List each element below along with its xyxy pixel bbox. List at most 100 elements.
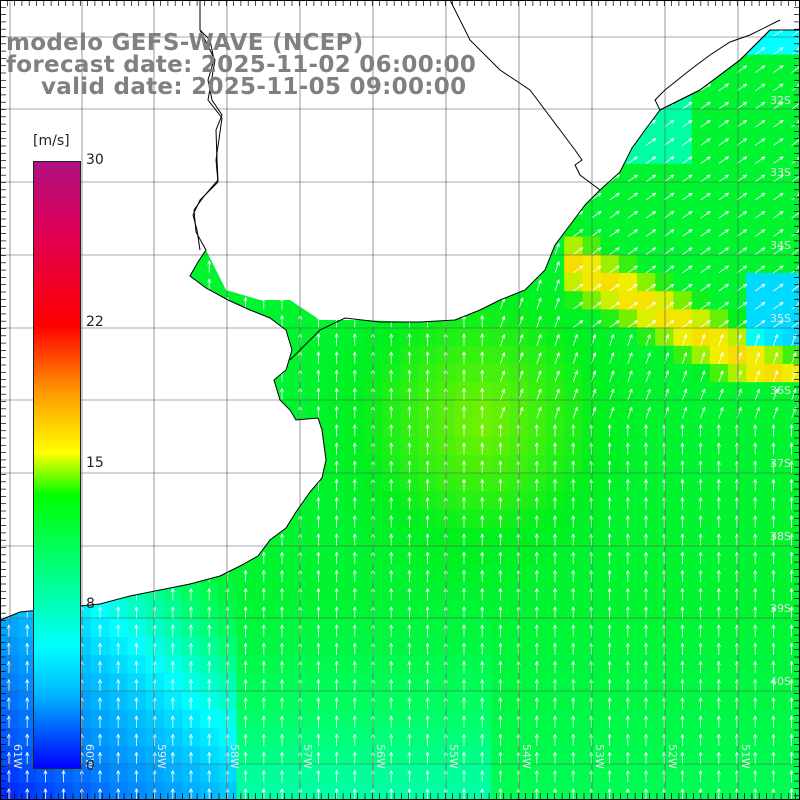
- wind-arrow: [716, 752, 721, 765]
- wind-arrow: [207, 770, 212, 783]
- lon-label: 54W: [520, 744, 533, 769]
- wind-arrow: [280, 442, 284, 455]
- wind-cell: [91, 564, 110, 583]
- wind-arrow: [261, 588, 266, 601]
- wind-arrow: [716, 442, 721, 455]
- wind-arrow: [609, 47, 620, 55]
- wind-arrow: [754, 406, 760, 419]
- wind-arrow: [736, 320, 748, 328]
- wind-cell: [455, 236, 474, 256]
- wind-cell: [163, 691, 183, 711]
- wind-cell: [673, 36, 693, 56]
- wind-arrow: [789, 606, 794, 619]
- wind-arrow: [553, 442, 557, 455]
- wind-arrow: [716, 497, 721, 510]
- wind-arrow: [389, 515, 394, 528]
- wind-cell: [491, 163, 511, 183]
- wind-cell: [109, 291, 128, 310]
- wind-arrow: [170, 442, 175, 455]
- wind-arrow: [682, 265, 693, 274]
- wind-arrow: [736, 247, 748, 255]
- wind-cell: [783, 0, 800, 19]
- wind-cell: [218, 436, 238, 456]
- wind-arrow: [789, 661, 794, 674]
- wind-arrow: [280, 661, 284, 674]
- wind-arrow: [170, 206, 175, 219]
- wind-cell: [91, 527, 110, 547]
- wind-arrow: [534, 697, 539, 710]
- wind-arrow: [645, 83, 657, 92]
- wind-arrow: [425, 406, 430, 419]
- wind-cell: [473, 30, 492, 37]
- wind-arrow: [500, 97, 506, 110]
- wind-arrow: [243, 570, 248, 583]
- wind-arrow: [480, 115, 485, 128]
- wind-cell: [91, 382, 110, 401]
- wind-arrow: [189, 133, 193, 146]
- wind-arrow: [98, 351, 102, 364]
- wind-arrow: [243, 133, 248, 146]
- wind-cell: [546, 200, 565, 219]
- wind-arrow: [425, 570, 430, 583]
- wind-arrow: [261, 224, 266, 237]
- wind-cell: [0, 254, 19, 274]
- wind-cell: [273, 509, 292, 529]
- wind-arrow: [736, 83, 748, 92]
- wind-arrow: [644, 460, 648, 473]
- wind-arrow: [553, 624, 557, 637]
- wind-cell: [564, 254, 583, 274]
- wind-cell: [764, 30, 784, 37]
- wind-cell: [236, 309, 256, 329]
- wind-cell: [782, 127, 800, 147]
- wind-cell: [255, 0, 274, 19]
- wind-arrow: [644, 679, 648, 692]
- wind-arrow: [334, 388, 339, 401]
- wind-arrow: [98, 369, 102, 382]
- wind-arrow: [736, 30, 748, 37]
- wind-arrow: [789, 533, 794, 546]
- wind-arrow: [261, 733, 266, 746]
- wind-arrow: [407, 715, 412, 728]
- wind-cell: [236, 254, 256, 274]
- wind-cell: [618, 200, 638, 219]
- wind-arrow: [554, 188, 560, 201]
- wind-arrow: [718, 101, 729, 110]
- wind-cell: [637, 218, 656, 238]
- wind-arrow: [480, 78, 485, 91]
- wind-cell: [564, 54, 583, 74]
- wind-arrow: [189, 551, 193, 564]
- wind-arrow: [152, 533, 157, 546]
- wind-arrow: [609, 138, 620, 146]
- wind-arrow: [334, 424, 339, 437]
- wind-cell: [218, 345, 238, 365]
- wind-arrow: [316, 788, 321, 800]
- wind-cell: [109, 109, 128, 128]
- wind-arrow: [680, 770, 685, 783]
- wind-arrow: [716, 679, 721, 692]
- wind-arrow: [609, 301, 620, 310]
- wind-arrow: [334, 242, 339, 255]
- wind-cell: [254, 236, 274, 256]
- wind-arrow: [389, 388, 394, 401]
- wind-cell: [728, 382, 747, 401]
- wind-arrow: [61, 115, 66, 128]
- wind-cell: [254, 600, 274, 620]
- wind-cell: [673, 364, 693, 383]
- wind-cell: [600, 291, 620, 310]
- wind-cell: [91, 327, 110, 347]
- wind-cell: [163, 473, 183, 492]
- wind-arrow: [698, 715, 703, 728]
- wind-arrow: [627, 352, 633, 364]
- lon-label: 57W: [301, 744, 314, 769]
- wind-cell: [709, 127, 729, 147]
- wind-arrow: [480, 333, 485, 346]
- wind-cell: [473, 254, 492, 274]
- wind-arrow: [389, 788, 394, 800]
- wind-cell: [273, 327, 292, 347]
- wind-cell: [163, 709, 183, 729]
- wind-cell: [91, 345, 110, 365]
- wind-arrow: [98, 406, 102, 419]
- wind-arrow: [591, 174, 602, 183]
- wind-cell: [218, 218, 238, 238]
- wind-arrow: [625, 533, 630, 546]
